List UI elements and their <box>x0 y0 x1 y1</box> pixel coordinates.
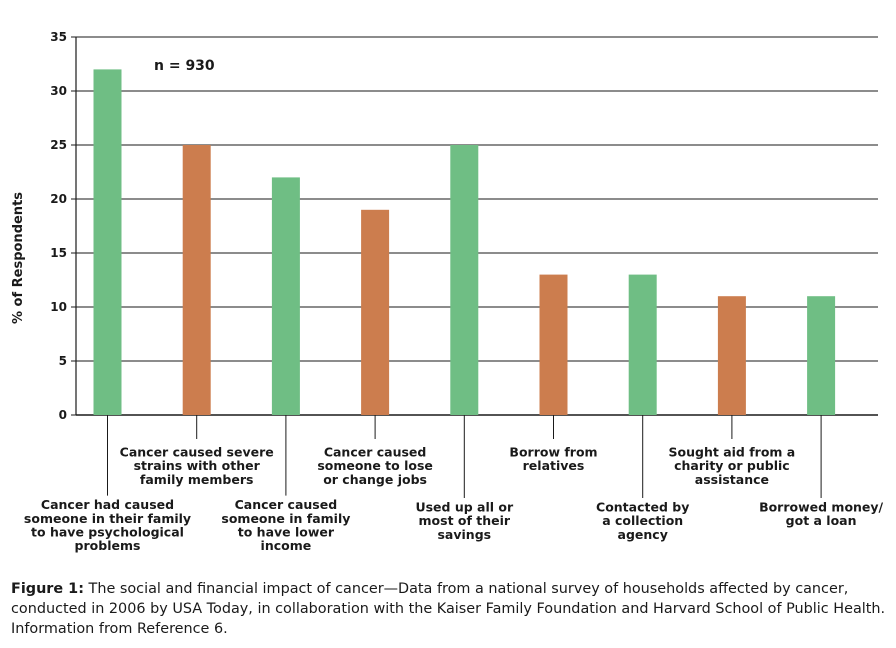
label-leader-lines <box>107 415 822 498</box>
bar <box>93 69 122 416</box>
y-axis-ticks: 0 5 10 15 20 25 30 35 <box>50 30 76 422</box>
category-label-line: income <box>261 538 312 553</box>
category-label-line: got a loan <box>786 513 857 528</box>
sample-size-annotation: n = 930 <box>154 58 215 74</box>
category-label-line: a collection <box>602 513 683 528</box>
figure-caption: Figure 1: The social and financial impac… <box>11 579 891 639</box>
category-label: Used up all or most of their savings <box>415 500 514 542</box>
y-axis-label: % of Respondents <box>11 192 26 324</box>
y-tick-label: 30 <box>50 84 67 98</box>
bar <box>271 177 300 415</box>
category-label-line: Cancer caused severe <box>120 445 274 460</box>
category-label-line: charity or public <box>674 458 790 473</box>
category-label-line: or change jobs <box>323 472 427 487</box>
y-tick-label: 5 <box>59 354 67 368</box>
category-label-line: someone to lose <box>317 458 433 473</box>
bars <box>93 69 836 416</box>
bar <box>361 209 390 415</box>
category-label-line: problems <box>75 538 141 553</box>
category-label: Sought aid from a charity or public assist… <box>669 445 796 487</box>
category-label-line: someone in family <box>221 511 350 526</box>
category-label-line: Cancer caused <box>324 445 427 460</box>
category-label-line: Used up all or <box>415 500 514 515</box>
category-label: Cancer caused severe strains with other fa… <box>120 445 274 487</box>
y-tick-label: 0 <box>59 408 67 422</box>
category-label-line: Borrowed money/ <box>759 500 883 515</box>
bar <box>182 145 211 415</box>
bar <box>807 296 836 415</box>
y-tick-label: 15 <box>50 246 67 260</box>
category-label-line: Borrow from <box>509 445 597 460</box>
bar <box>628 274 657 415</box>
bar <box>450 145 479 415</box>
y-tick-label: 20 <box>50 192 67 206</box>
category-label-line: agency <box>618 527 668 542</box>
category-label-line: family members <box>140 472 254 487</box>
category-label-line: Contacted by <box>596 500 689 515</box>
category-label-line: relatives <box>523 458 585 473</box>
caption-text: The social and financial impact of cance… <box>11 581 886 637</box>
caption-label: Figure 1: <box>11 581 84 597</box>
bar <box>717 296 746 415</box>
category-label: Borrowed money/got a loan <box>759 500 883 529</box>
category-label: Cancer caused someone in family to have lo… <box>221 497 350 553</box>
category-label-line: to have lower <box>238 524 335 539</box>
category-labels: Cancer had caused someone in their family… <box>24 445 884 553</box>
category-label-line: most of their <box>419 513 511 528</box>
y-tick-label: 10 <box>50 300 67 314</box>
category-label-line: savings <box>437 527 491 542</box>
category-label-line: assistance <box>695 472 769 487</box>
category-label-line: strains with other <box>134 458 261 473</box>
category-label: Borrow from relatives <box>509 445 597 474</box>
category-label: Contacted by a collection agency <box>596 500 689 542</box>
category-label-line: Cancer caused <box>235 497 338 512</box>
y-tick-label: 35 <box>50 30 67 44</box>
category-label-line: Cancer had caused <box>41 497 174 512</box>
category-label-line: to have psychological <box>31 524 184 539</box>
category-label-line: Sought aid from a <box>669 445 796 460</box>
y-tick-label: 25 <box>50 138 67 152</box>
category-label: Cancer had caused someone in their family… <box>24 497 191 553</box>
category-label-line: someone in their family <box>24 511 191 526</box>
bar <box>539 274 568 415</box>
category-label: Cancer caused someone to lose or change jo… <box>317 445 433 487</box>
